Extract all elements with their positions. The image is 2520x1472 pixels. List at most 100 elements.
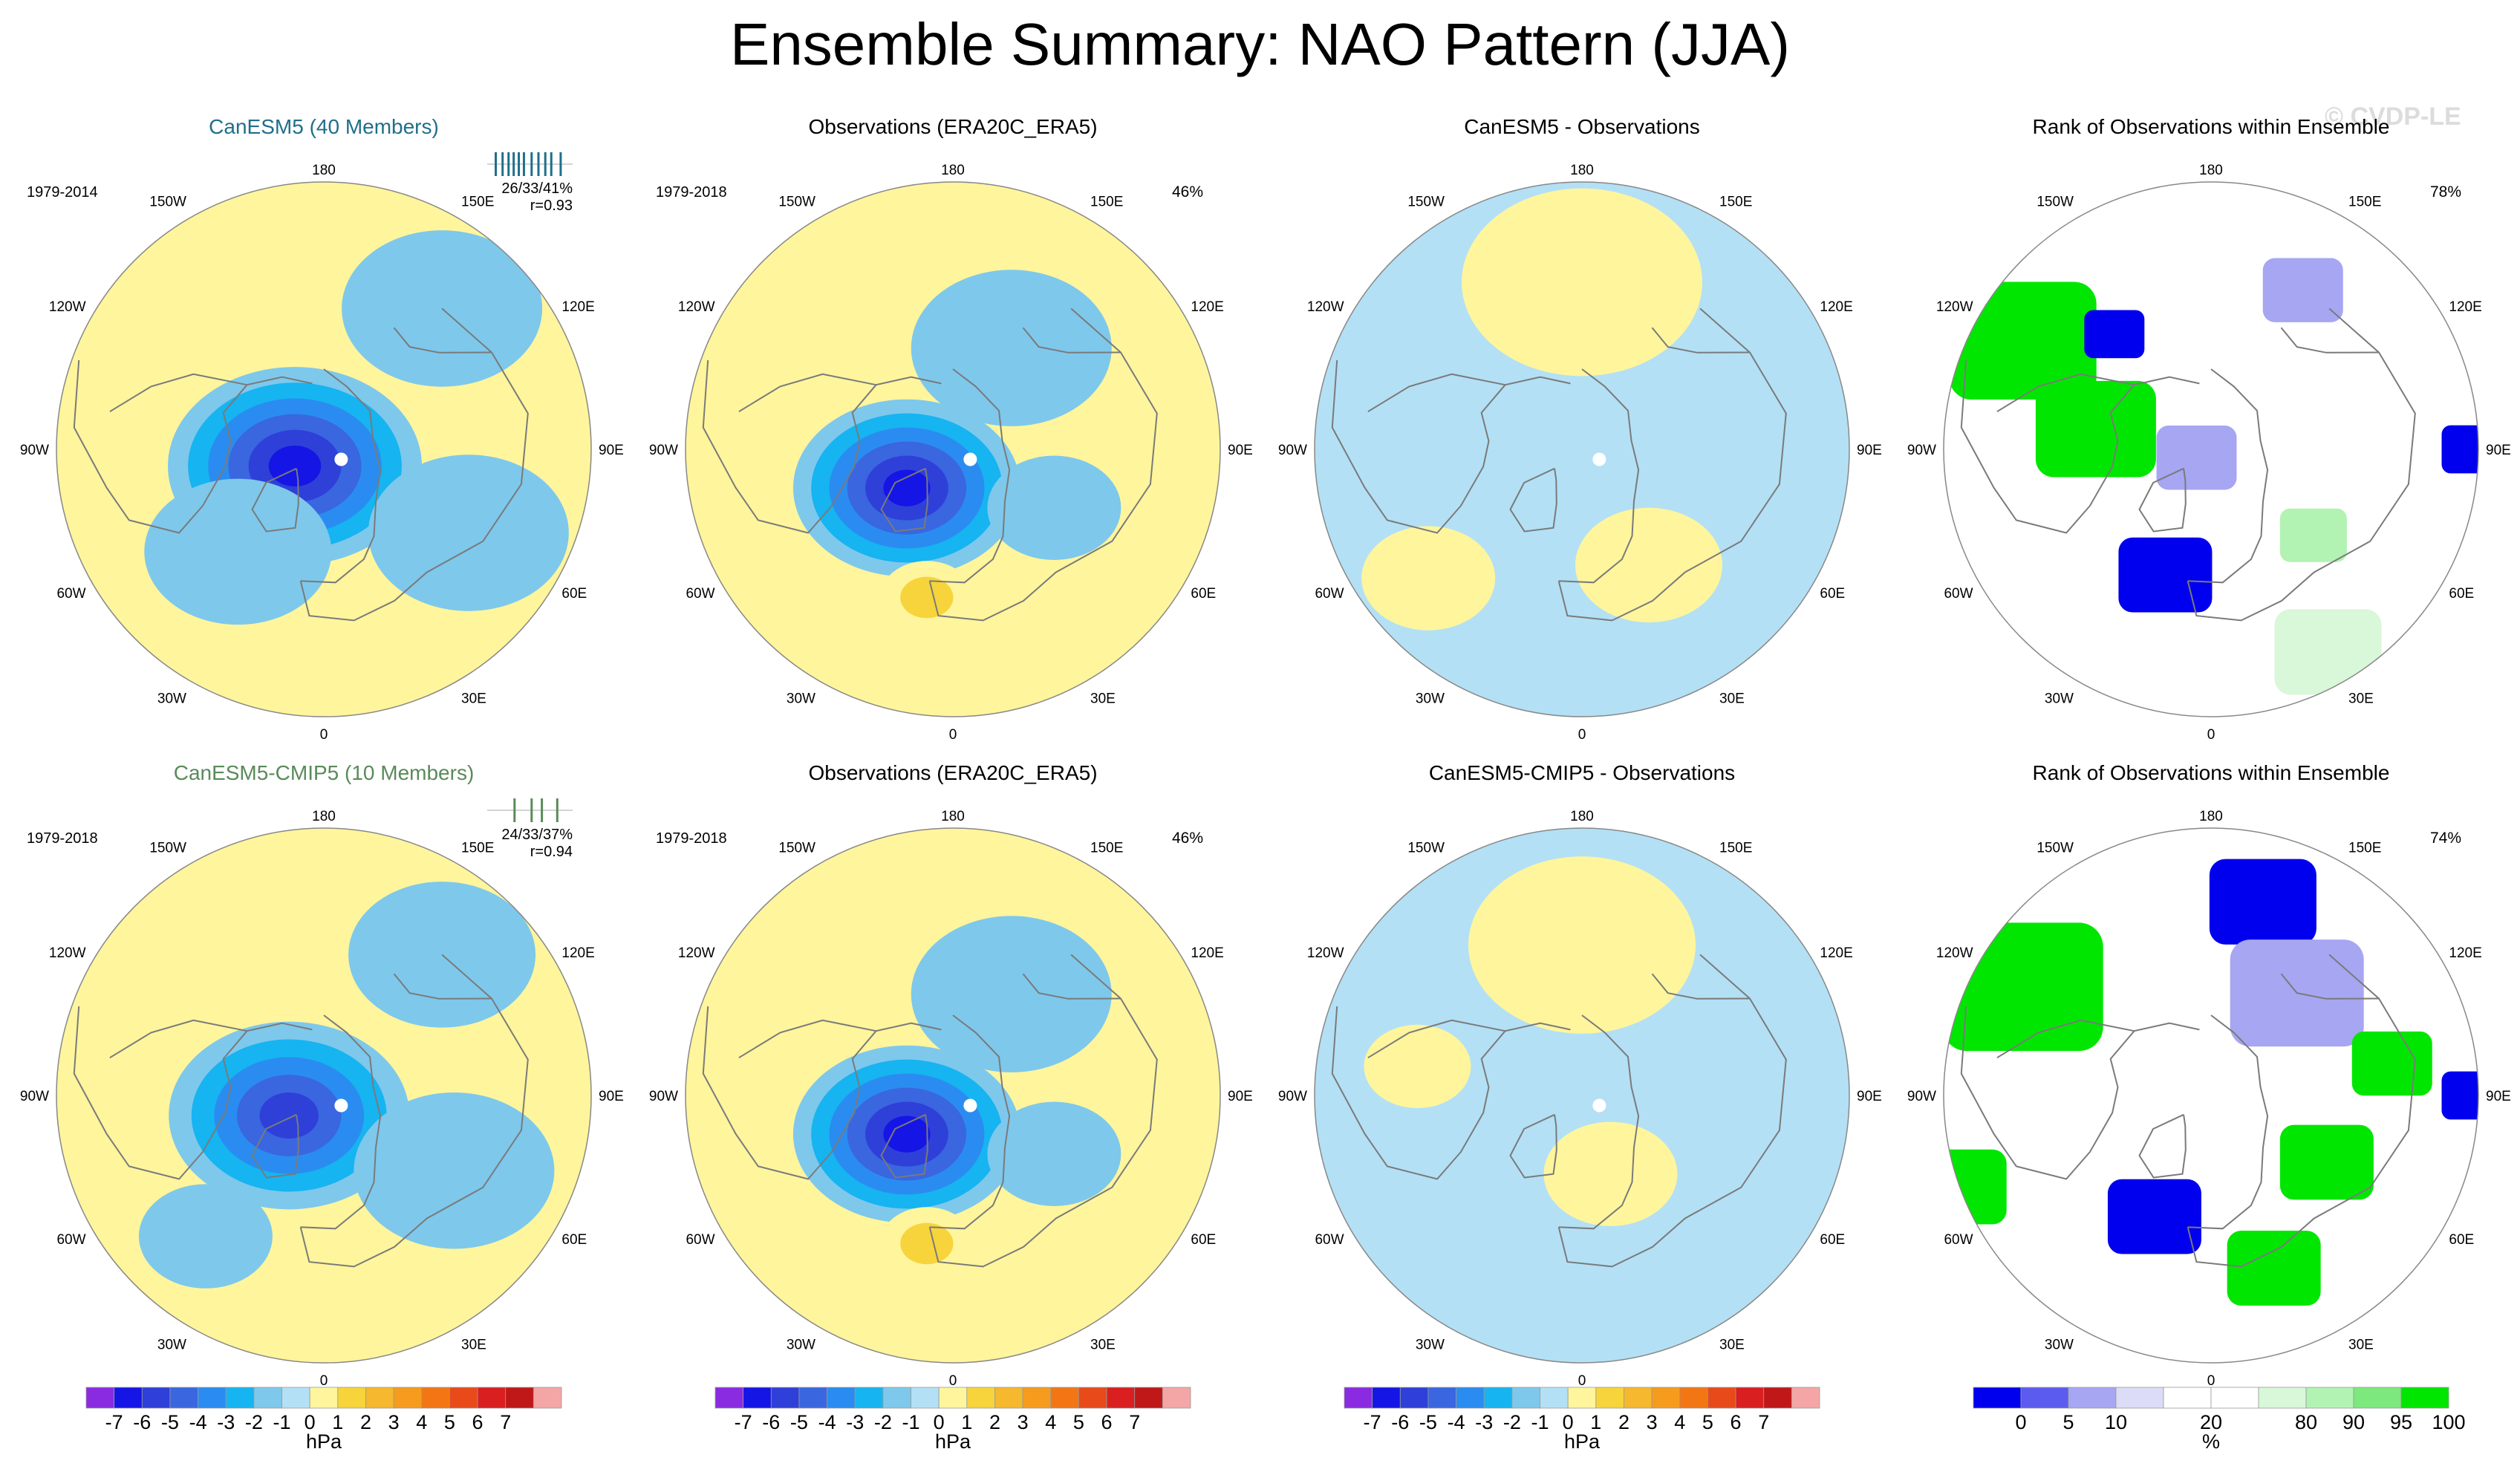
lon-label: 150E [461, 841, 494, 856]
lon-label: 120E [1820, 945, 1852, 961]
lon-label: 90E [1228, 443, 1253, 458]
lon-label: 120W [1307, 945, 1344, 961]
colorbar-tick-label: -1 [902, 1411, 920, 1433]
rank-cell [2351, 1031, 2432, 1096]
colorbar-tick-label: -6 [762, 1411, 780, 1433]
anomaly-contour [138, 1184, 273, 1289]
period-label: 1979-2018 [27, 830, 98, 847]
map-boundary [1314, 181, 1850, 717]
coastline [1557, 954, 1787, 1268]
lon-label: 60W [1944, 1232, 1973, 1248]
lon-label: 120E [561, 945, 594, 961]
coastline [1651, 327, 1751, 354]
lon-label: 0 [1578, 1373, 1586, 1389]
stats-line1: 26/33/41% [501, 180, 573, 197]
colorbar-swatch [2400, 1387, 2449, 1409]
colorbar-swatch [337, 1387, 366, 1409]
lon-label: 0 [949, 1373, 957, 1389]
colorbar-tick-label: -2 [245, 1411, 263, 1433]
period-label: 1979-2018 [656, 830, 727, 847]
lon-label: 60W [686, 586, 714, 602]
colorbar-swatch [2305, 1387, 2354, 1409]
rank-cell [2441, 1071, 2478, 1120]
lon-label: 120W [49, 945, 86, 961]
coastline [738, 1019, 876, 1059]
colorbar-tick-label: -5 [790, 1411, 808, 1433]
coastline [1558, 368, 1640, 584]
colorbar-unit: hPa [306, 1430, 342, 1453]
colorbar-tick-label: -2 [1503, 1411, 1521, 1433]
lon-label: 90W [1278, 1089, 1307, 1104]
lon-label: 30W [157, 1337, 186, 1352]
colorbar-swatch [2068, 1387, 2117, 1409]
colorbar-tick-label: -6 [1391, 1411, 1409, 1433]
colorbar-swatch [393, 1387, 423, 1409]
colorbar-tick-label: 4 [416, 1411, 427, 1433]
lon-label: 180 [312, 809, 336, 824]
lon-label: 60W [1315, 586, 1344, 602]
anomaly-contour [1543, 1121, 1678, 1226]
pole-marker [963, 1098, 977, 1113]
anomaly-contour [1468, 856, 1696, 1034]
coastline [2187, 1015, 2269, 1230]
lon-label: 180 [1570, 163, 1594, 178]
colorbar-tick-label: -3 [1475, 1411, 1493, 1433]
coastline [1367, 1019, 1505, 1059]
lon-label: 150W [2036, 841, 2074, 856]
lon-label: 120E [1191, 945, 1223, 961]
lon-label: 150W [1407, 841, 1445, 856]
stats-line2: r=0.93 [530, 198, 573, 214]
lon-label: 90W [20, 1089, 49, 1104]
anomaly-contour [883, 1116, 931, 1153]
rank-cell [2227, 1231, 2321, 1306]
map-boundary [1943, 827, 2479, 1364]
anomaly-contour [900, 576, 954, 619]
panel-title: CanESM5 - Observations [1464, 115, 1699, 138]
colorbar-unit: hPa [935, 1430, 971, 1453]
colorbar-tick-label: 4 [1045, 1411, 1056, 1433]
lon-label: 90W [649, 443, 678, 458]
colorbar-tick-label: 5 [2062, 1411, 2074, 1433]
period-label: 1979-2014 [27, 184, 98, 201]
lon-label: 0 [949, 727, 957, 743]
period-label: 1979-2018 [656, 184, 727, 201]
lon-label: 30W [1416, 1337, 1445, 1352]
pole-marker [1592, 452, 1606, 466]
lon-label: 30E [461, 1337, 486, 1352]
colorbar-tick-label: 3 [1647, 1411, 1658, 1433]
colorbar-swatch [1483, 1387, 1513, 1409]
colorbar-swatch [365, 1387, 394, 1409]
colorbar-swatch [1973, 1387, 2022, 1409]
colorbar-swatch [882, 1387, 911, 1409]
colorbar-swatch [114, 1387, 143, 1409]
colorbar-3: 0 5 10 20 80 90 95 100% [1973, 1387, 2466, 1453]
coastline [299, 954, 529, 1268]
colorbar-swatch [533, 1387, 562, 1409]
colorbar-swatch [477, 1387, 507, 1409]
colorbar-swatch [1735, 1387, 1765, 1409]
lon-label: 150E [2348, 841, 2381, 856]
panel-title: Rank of Observations within Ensemble [2033, 115, 2390, 138]
colorbar-tick-label: 7 [500, 1411, 511, 1433]
anomaly-contour [987, 455, 1121, 560]
coastline [73, 359, 313, 534]
colorbar-swatch [1399, 1387, 1429, 1409]
anomaly-contour [1364, 1024, 1471, 1109]
colorbar-tick-label: 1 [961, 1411, 972, 1433]
lon-label: 90W [1907, 443, 1936, 458]
anomaly-contour [342, 230, 543, 387]
lon-label: 150E [1090, 195, 1123, 210]
colorbar-tick-label: -1 [273, 1411, 291, 1433]
anomaly-contour [348, 882, 536, 1028]
coastline [2187, 954, 2416, 1268]
rank-cell [2441, 425, 2478, 474]
coastline [251, 467, 299, 533]
coastline [393, 327, 492, 354]
colorbar-tick-label: -5 [1419, 1411, 1437, 1433]
colorbar-tick-label: 5 [1073, 1411, 1084, 1433]
lon-label: 150W [149, 195, 186, 210]
anomaly-contour [911, 916, 1112, 1072]
lon-label: 150W [149, 841, 186, 856]
anomaly-contour [1575, 507, 1722, 623]
coastline [2280, 973, 2380, 1000]
